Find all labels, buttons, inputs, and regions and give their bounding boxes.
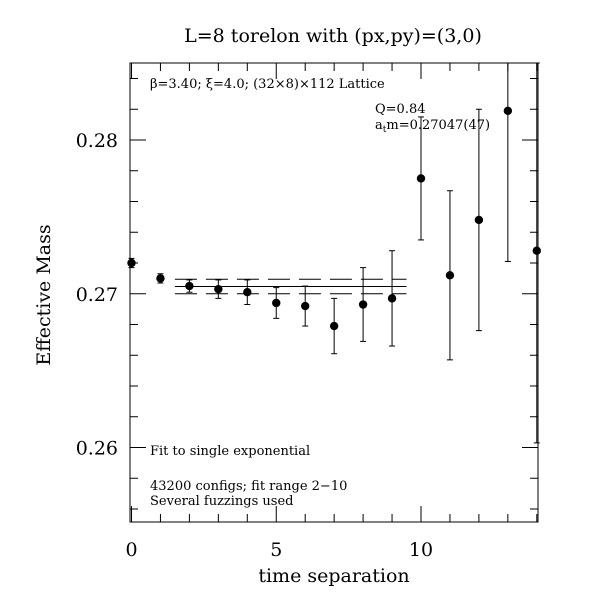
y-tick-label: 0.28 [76, 130, 118, 152]
data-point [387, 250, 397, 347]
data-point [532, 62, 541, 444]
point-marker [127, 258, 136, 268]
x-tick-label: 5 [270, 539, 282, 561]
point-marker [445, 271, 455, 280]
data-point [445, 190, 455, 361]
y-tick-label: 0.27 [76, 284, 118, 306]
data-point [185, 279, 194, 293]
point-marker [503, 106, 513, 115]
x-tick-label: 10 [409, 539, 433, 561]
x-tick-label: 0 [125, 539, 137, 561]
chart-title: L=8 torelon with (px,py)=(3,0) [184, 25, 482, 47]
data-point [474, 108, 484, 332]
data-point [243, 279, 252, 306]
point-marker [301, 301, 310, 311]
axis-ticks [130, 63, 538, 522]
data-point [156, 273, 165, 284]
point-marker [416, 174, 426, 183]
data-point [329, 297, 339, 355]
point-marker [329, 321, 339, 331]
point-marker [156, 274, 165, 283]
data-point [127, 257, 136, 269]
fuzzings-note: Several fuzzings used [150, 494, 294, 509]
point-marker [532, 246, 541, 255]
y-axis-label: Effective Mass [33, 224, 55, 365]
lattice-annotation: β=3.40; ξ=4.0; (32×8)×112 Lattice [150, 77, 385, 92]
data-point [416, 116, 426, 241]
data-point [301, 285, 310, 327]
data-point [272, 287, 281, 319]
point-marker [243, 288, 252, 297]
q-annotation: Q=0.84 [375, 102, 426, 117]
point-marker [358, 300, 368, 309]
point-marker [272, 298, 281, 308]
data-point [214, 279, 223, 299]
configs-note: 43200 configs; fit range 2−10 [150, 479, 347, 494]
point-marker [474, 215, 484, 225]
x-axis-label: time separation [258, 565, 409, 587]
axis-tick-labels: 0 5 10 0.26 0.27 0.28 [76, 130, 433, 561]
data-points [127, 62, 541, 444]
data-point [358, 267, 368, 342]
fit-note: Fit to single exponential [150, 444, 310, 459]
mass-annotation: atm=0.27047(47) [375, 118, 490, 135]
data-point [503, 62, 513, 262]
y-tick-label: 0.26 [76, 438, 118, 460]
point-marker [185, 281, 194, 291]
fit-band [174, 278, 407, 295]
point-marker [214, 284, 223, 294]
point-marker [387, 294, 397, 303]
